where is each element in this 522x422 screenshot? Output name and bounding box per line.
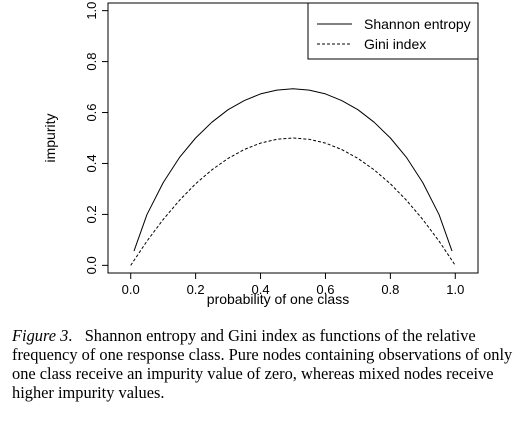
x-tick-label: 0.2 xyxy=(187,282,205,297)
legend-label-gini-index: Gini index xyxy=(364,36,426,52)
x-tick-label: 0.6 xyxy=(316,282,334,297)
impurity-chart: 0.0 0.2 0.4 0.6 0.8 1.0 0.0 0.2 0.4 0.6 0.8 1.0 pr… xyxy=(42,2,479,307)
series-line-shannon-entropy xyxy=(133,88,453,252)
y-tick-label: 0.0 xyxy=(84,256,99,274)
y-tick-label: 0.6 xyxy=(84,103,99,121)
caption-text: Shannon entropy and Gini index as functi… xyxy=(12,326,513,402)
legend-box xyxy=(307,2,479,60)
x-axis-label: probability of one class xyxy=(207,291,349,307)
figure-caption: Figure 3. Shannon entropy and Gini index… xyxy=(12,326,513,402)
y-axis: 0.0 0.2 0.4 0.6 0.8 1.0 xyxy=(84,2,108,274)
x-axis: 0.0 0.2 0.4 0.6 0.8 1.0 xyxy=(122,273,464,297)
y-tick-label: 1.0 xyxy=(84,2,99,20)
caption-label: Figure 3 xyxy=(12,326,69,345)
y-tick-label: 0.2 xyxy=(84,205,99,223)
y-axis-label: impurity xyxy=(42,113,58,162)
series-line-gini-index xyxy=(130,137,456,266)
x-tick-label: 0.8 xyxy=(381,282,399,297)
x-tick-label: 0.4 xyxy=(252,282,270,297)
legend: Shannon entropy Gini index xyxy=(307,2,479,60)
plot-frame xyxy=(107,2,479,274)
series-layer xyxy=(130,88,456,266)
x-tick-label: 0.0 xyxy=(122,282,140,297)
y-tick-label: 0.8 xyxy=(84,53,99,71)
legend-label-shannon-entropy: Shannon entropy xyxy=(364,16,471,32)
y-tick-label: 0.4 xyxy=(84,154,99,172)
x-tick-label: 1.0 xyxy=(446,282,464,297)
